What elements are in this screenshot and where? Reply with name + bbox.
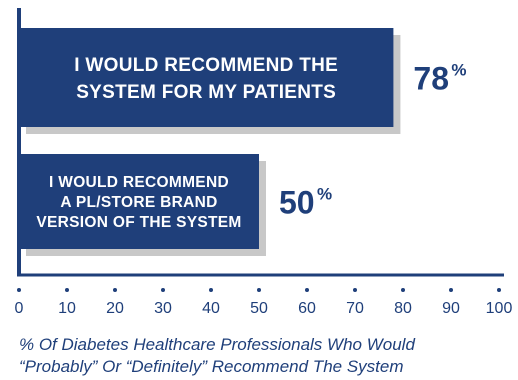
tick-dot-9 bbox=[449, 288, 453, 292]
caption-line-0: % Of Diabetes Healthcare Professionals W… bbox=[19, 335, 415, 354]
tick-label-9: 90 bbox=[442, 300, 460, 317]
value-label-pct-0: % bbox=[451, 61, 466, 80]
tick-dot-6 bbox=[305, 288, 309, 292]
tick-dot-8 bbox=[401, 288, 405, 292]
bar-label-1-line-1: A PL/STORE BRAND bbox=[60, 194, 217, 211]
value-label-0: 78 bbox=[413, 61, 449, 97]
tick-label-3: 30 bbox=[154, 300, 172, 317]
tick-dot-1 bbox=[65, 288, 69, 292]
bars-group: I WOULD RECOMMEND THE SYSTEM FOR MY PATIE… bbox=[19, 28, 467, 256]
tick-dot-5 bbox=[257, 288, 261, 292]
tick-label-10: 100 bbox=[486, 300, 513, 317]
value-label-1: 50 bbox=[279, 185, 315, 221]
caption-line-1: “Probably” Or “Definitely” Recommend The… bbox=[19, 357, 404, 376]
tick-label-4: 40 bbox=[202, 300, 220, 317]
tick-label-5: 50 bbox=[250, 300, 268, 317]
tick-dot-10 bbox=[497, 288, 501, 292]
chart-caption: % Of Diabetes Healthcare Professionals W… bbox=[19, 335, 415, 376]
bar-label-0-line-1: SYSTEM FOR MY PATIENTS bbox=[76, 82, 336, 103]
tick-dot-2 bbox=[113, 288, 117, 292]
tick-label-6: 60 bbox=[298, 300, 316, 317]
bar-1 bbox=[19, 154, 259, 249]
bar-0 bbox=[19, 28, 394, 127]
tick-dot-7 bbox=[353, 288, 357, 292]
tick-dot-3 bbox=[161, 288, 165, 292]
bar-label-0-line-0: I WOULD RECOMMEND THE bbox=[74, 55, 338, 76]
tick-dot-0 bbox=[17, 288, 21, 292]
bar-label-1-line-0: I WOULD RECOMMEND bbox=[49, 174, 229, 191]
value-label-pct-1: % bbox=[317, 185, 332, 204]
tick-label-2: 20 bbox=[106, 300, 124, 317]
tick-label-8: 80 bbox=[394, 300, 412, 317]
tick-label-7: 70 bbox=[346, 300, 364, 317]
x-ticks-group: 0 10 20 30 40 50 60 70 80 90 100 bbox=[15, 288, 513, 317]
bar-label-1-line-2: VERSION OF THE SYSTEM bbox=[36, 214, 241, 231]
tick-dot-4 bbox=[209, 288, 213, 292]
tick-label-1: 10 bbox=[58, 300, 76, 317]
tick-label-0: 0 bbox=[15, 300, 24, 317]
